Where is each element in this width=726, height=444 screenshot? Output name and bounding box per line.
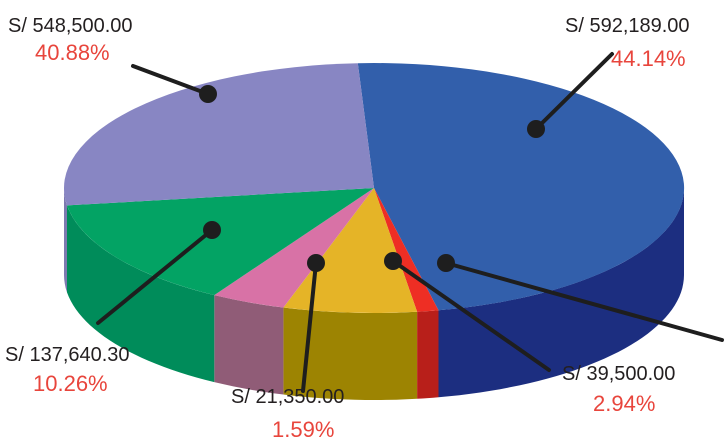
slice-percent-label: 44.14% xyxy=(611,46,686,71)
leader-line xyxy=(131,64,210,96)
leader-line xyxy=(444,261,724,342)
leader-dot xyxy=(203,221,221,239)
leader-line xyxy=(391,259,551,372)
leader-lines xyxy=(96,52,724,393)
pie-slice-side xyxy=(283,307,418,400)
leader-line xyxy=(96,228,214,325)
slice-value-label: S/ 548,500.00 xyxy=(8,15,133,37)
slice-percent-label: 2.94% xyxy=(593,391,655,416)
pie-slice xyxy=(67,188,374,296)
pie-slice-side xyxy=(64,188,67,293)
pie-slice-side xyxy=(214,295,284,395)
pie-slice-side xyxy=(438,188,684,398)
leader-dot xyxy=(384,252,402,270)
leader-dot xyxy=(199,85,217,103)
leader-line xyxy=(534,52,614,131)
pie-slice xyxy=(63,63,374,206)
slice-percent-label: 10.26% xyxy=(33,371,108,396)
leader-line xyxy=(301,261,318,393)
slice-value-label: S/ 21,350.00 xyxy=(231,386,344,408)
slice-percent-label: 1.59% xyxy=(272,417,334,442)
slice-value-label: S/ 39,500.00 xyxy=(562,363,675,385)
leader-dot xyxy=(307,254,325,272)
pie-slice xyxy=(357,63,685,311)
pie-slice-side xyxy=(67,205,215,383)
pie-sides xyxy=(64,188,684,400)
pie-slice-side xyxy=(417,310,439,399)
leader-dot xyxy=(437,254,455,272)
slice-value-label: S/ 592,189.00 xyxy=(565,15,690,37)
pie-slice xyxy=(214,188,374,308)
slice-value-label: S/ 137,640.30 xyxy=(5,344,130,366)
slice-percent-label: 40.88% xyxy=(35,40,110,65)
leader-dot xyxy=(527,120,545,138)
pie-slice xyxy=(283,188,418,313)
